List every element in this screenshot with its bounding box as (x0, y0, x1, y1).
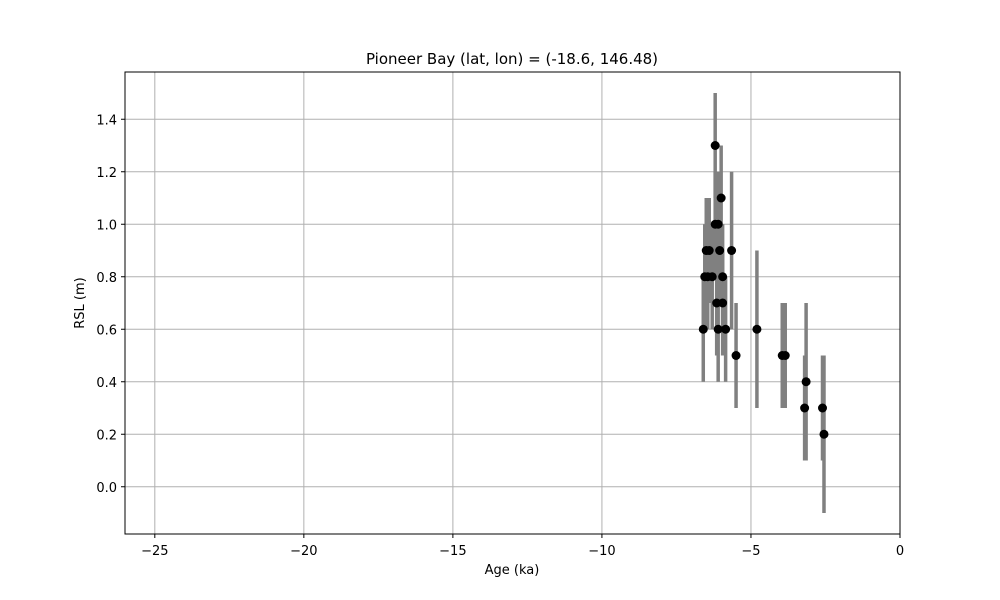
data-point (707, 272, 717, 282)
tick-layer: −25 −20 −15 −10 −5 0 0.0 0.2 0.4 0.6 0.8 1.0 1.2 1.4 (96, 113, 904, 559)
data-point (718, 298, 728, 308)
data-point (819, 429, 829, 439)
y-tick-label: 0.8 (96, 271, 117, 286)
data-point (721, 324, 731, 334)
data-point (731, 351, 741, 360)
y-tick-label: 0.6 (96, 323, 117, 338)
data-point (716, 193, 726, 203)
data-point (698, 324, 708, 334)
x-tick-label: −15 (439, 544, 466, 559)
y-tick-label: 0.2 (96, 428, 117, 443)
y-tick-label: 0.0 (96, 481, 117, 496)
data-point (718, 272, 728, 282)
data-point (800, 403, 810, 413)
x-tick-label: −20 (290, 544, 317, 559)
y-tick-label: 1.0 (96, 218, 117, 233)
data-point (704, 246, 714, 255)
y-tick-label: 0.4 (96, 376, 117, 391)
x-axis-label: Age (ka) (485, 563, 540, 578)
x-tick-label: −25 (141, 544, 168, 559)
data-point (752, 324, 762, 334)
data-point (727, 246, 737, 255)
data-point (780, 351, 790, 360)
x-tick-label: −10 (588, 544, 615, 559)
chart-title: Pioneer Bay (lat, lon) = (-18.6, 146.48) (366, 50, 658, 68)
y-axis-label: RSL (m) (73, 277, 88, 328)
data-point (801, 377, 811, 387)
data-point (713, 219, 723, 229)
y-tick-label: 1.4 (96, 113, 117, 128)
y-tick-label: 1.2 (96, 166, 117, 181)
data-point (710, 141, 720, 150)
point-layer (698, 141, 829, 439)
plot-frame (124, 71, 901, 535)
x-tick-label: 0 (896, 544, 904, 559)
data-point (715, 246, 725, 255)
data-point (818, 403, 827, 413)
x-tick-label: −5 (741, 544, 760, 559)
data-point (713, 324, 723, 334)
